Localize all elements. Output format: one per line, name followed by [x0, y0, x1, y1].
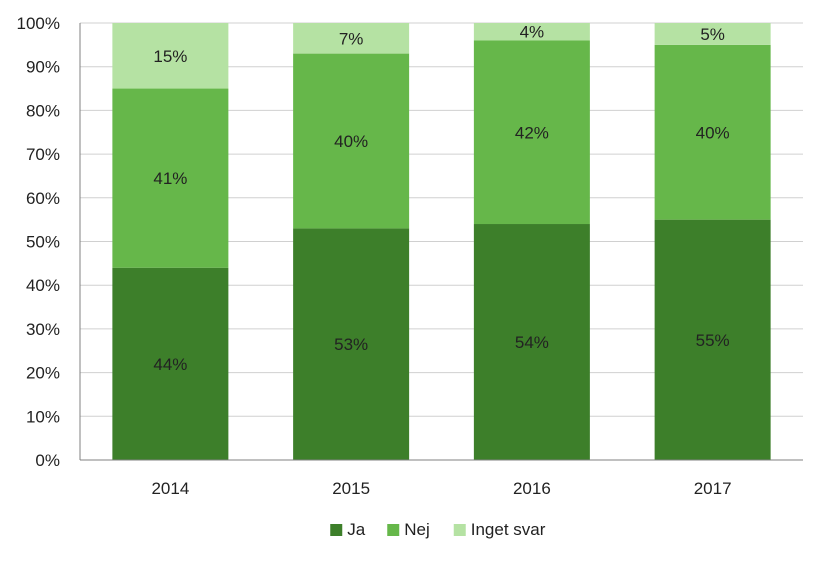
- data-label: 15%: [153, 47, 187, 66]
- y-tick-label: 10%: [26, 407, 60, 426]
- data-label: 7%: [339, 29, 364, 48]
- x-tick-label: 2014: [151, 479, 189, 498]
- data-label: 4%: [520, 23, 545, 42]
- data-label: 41%: [153, 169, 187, 188]
- data-label: 42%: [515, 123, 549, 142]
- bars: [112, 23, 771, 460]
- y-tick-label: 30%: [26, 320, 60, 339]
- legend: Ja Nej Inget svar: [330, 520, 546, 539]
- data-label: 53%: [334, 335, 368, 354]
- bar-segment-ja: [473, 224, 590, 460]
- legend-swatch: [387, 524, 400, 536]
- x-tick-label: 2017: [694, 479, 732, 498]
- y-tick-label: 60%: [26, 189, 60, 208]
- y-tick-label: 40%: [26, 276, 60, 295]
- y-tick-label: 80%: [26, 101, 60, 120]
- bar-segment-ja: [293, 228, 410, 460]
- bar-segment-nej: [654, 44, 771, 220]
- y-tick-label: 20%: [26, 364, 60, 383]
- bar-segment-inget-svar: [654, 23, 771, 45]
- data-label: 40%: [334, 132, 368, 151]
- data-labels: 44% 41% 15% 53% 40% 7% 54% 42% 4% 55% 40% 5%: [153, 23, 729, 374]
- data-label: 54%: [515, 333, 549, 352]
- x-tick-label: 2016: [513, 479, 551, 498]
- legend-swatch: [453, 524, 466, 536]
- bar-segment-nej: [473, 40, 590, 225]
- data-label: 55%: [696, 331, 730, 350]
- axes: 0% 10% 20% 30% 40% 50% 60% 70% 80% 90% 100% 2014 201…: [17, 14, 803, 498]
- bar-segment-ja: [654, 219, 771, 460]
- data-label: 5%: [700, 25, 725, 44]
- legend-swatch: [330, 524, 343, 536]
- legend-label: Ja: [347, 520, 366, 539]
- bar-segment-inget-svar: [112, 23, 229, 89]
- bar-segment-ja: [112, 267, 229, 460]
- y-tick-label: 90%: [26, 58, 60, 77]
- legend-label: Nej: [404, 520, 430, 539]
- bar-segment-inget-svar: [293, 23, 410, 54]
- y-tick-label: 0%: [35, 451, 60, 470]
- y-tick-label: 70%: [26, 145, 60, 164]
- data-label: 40%: [696, 123, 730, 142]
- bar-segment-nej: [112, 88, 229, 268]
- data-label: 44%: [153, 355, 187, 374]
- bar-segment-inget-svar: [473, 23, 590, 41]
- legend-label: Inget svar: [471, 520, 546, 539]
- y-tick-label: 50%: [26, 233, 60, 252]
- bar-segment-nej: [293, 53, 410, 229]
- x-tick-label: 2015: [332, 479, 370, 498]
- y-tick-label: 100%: [17, 14, 60, 33]
